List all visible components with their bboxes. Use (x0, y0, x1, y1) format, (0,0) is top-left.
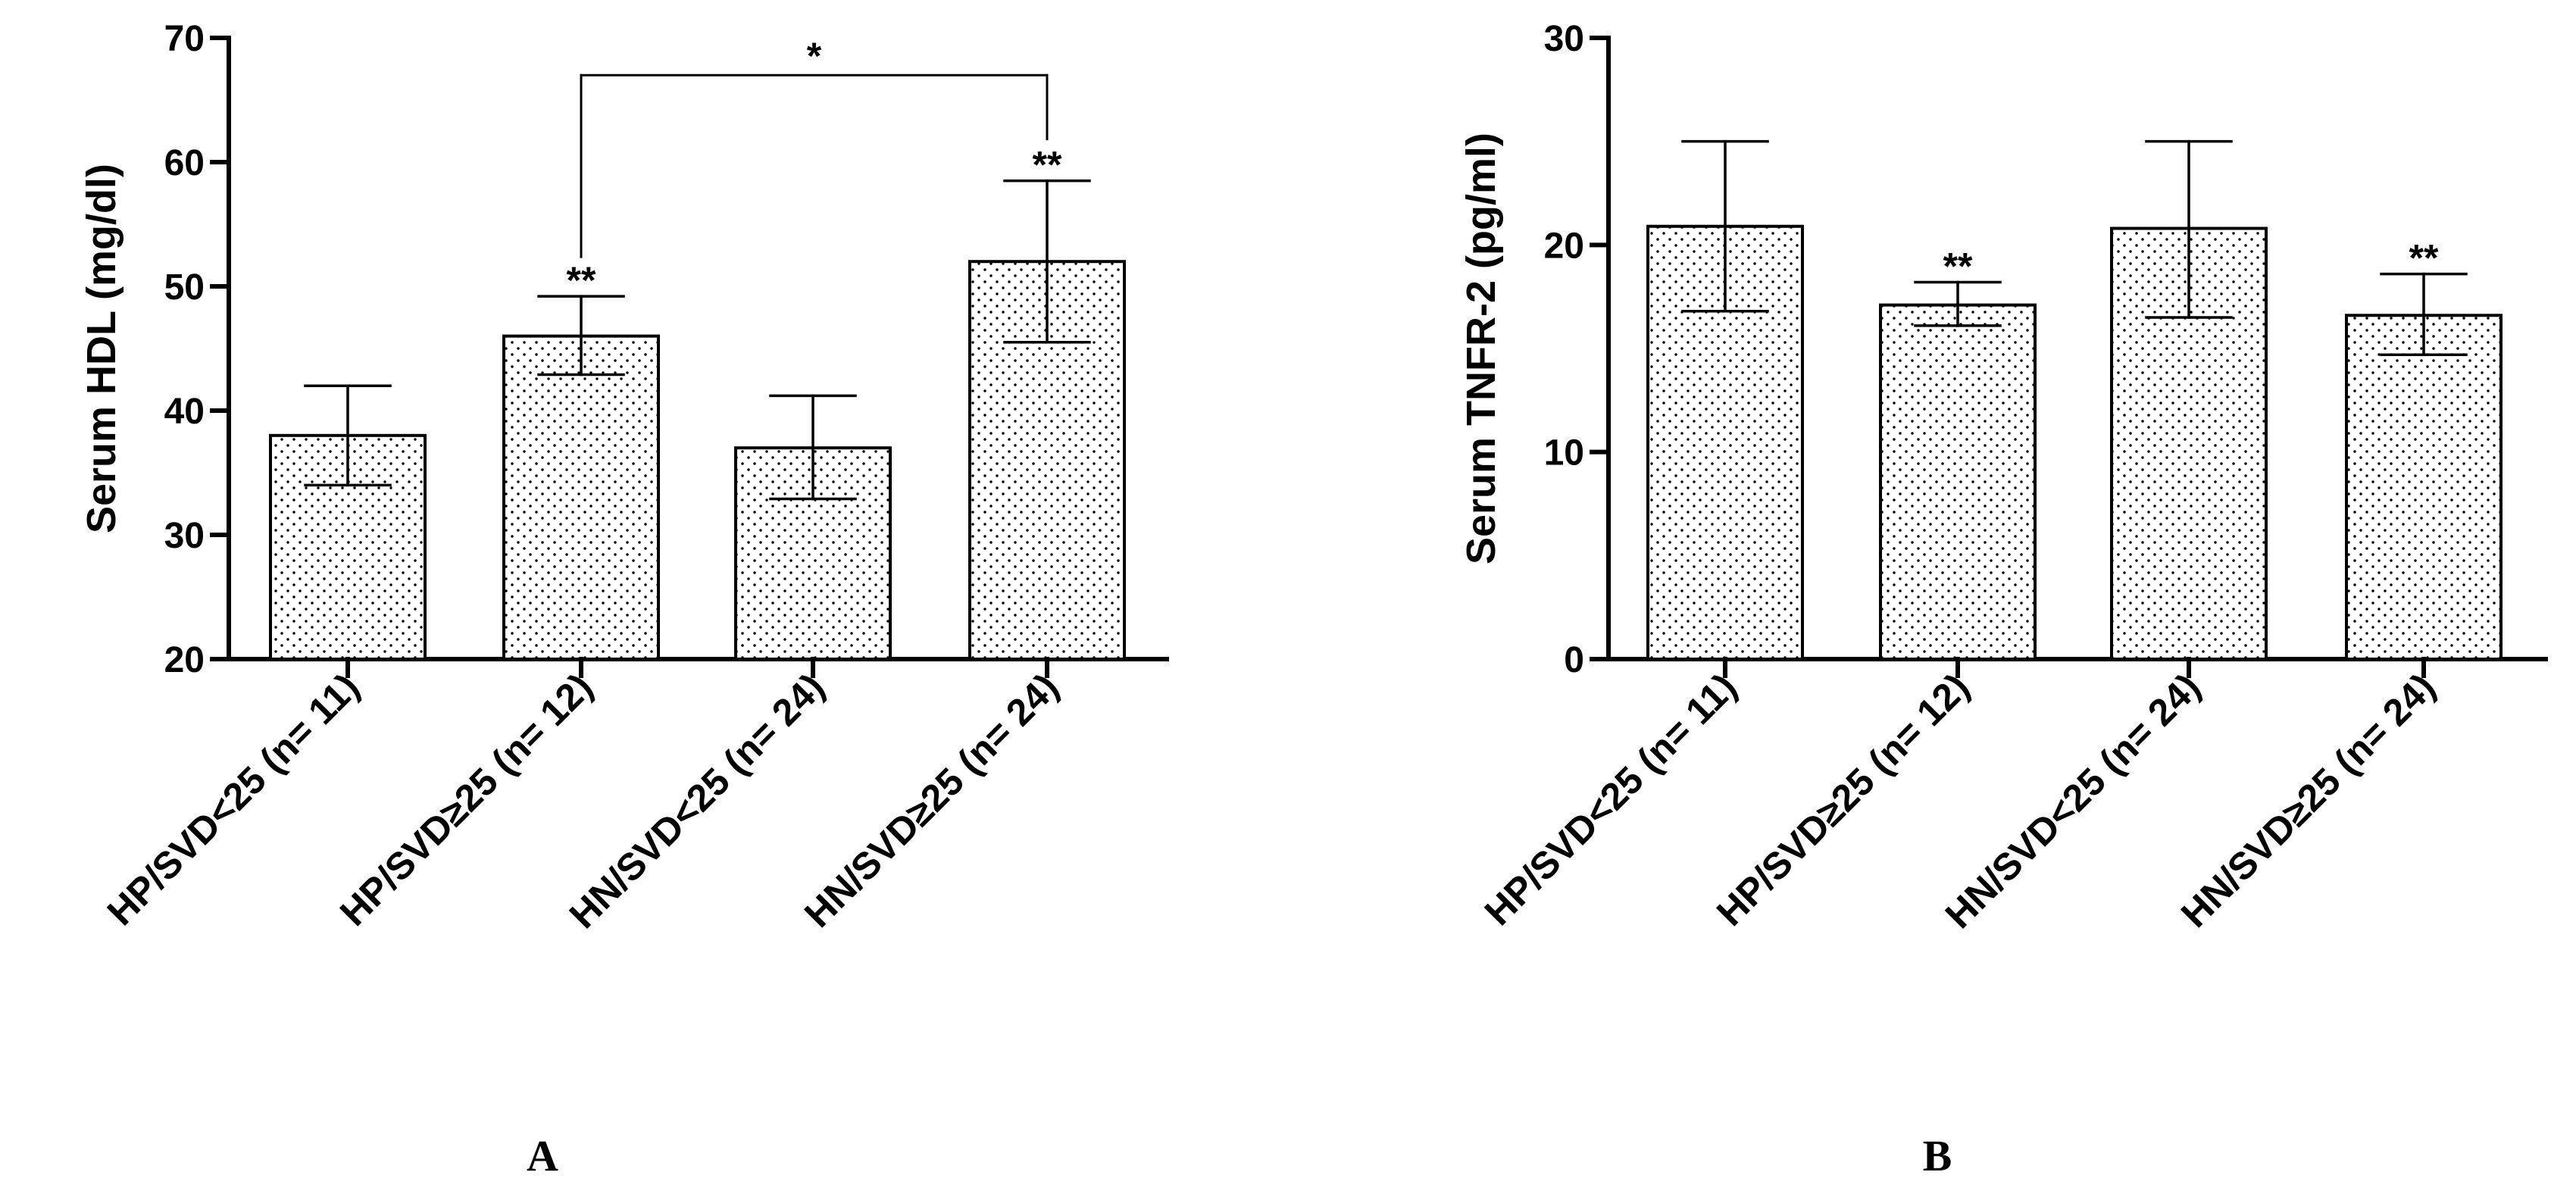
y-tick-label: 0 (1564, 640, 1584, 680)
x-tick-label: HP/SVD<25 (n= 11) (99, 665, 367, 933)
bar (2345, 314, 2503, 661)
panel-label: B (1923, 1131, 1952, 1180)
chart-panel-b: 0 10 20 30 Serum TNFR-2 (pg/ml) HP/SVD<25 (n=… (1458, 19, 2548, 1180)
significance-label: ** (567, 259, 596, 302)
significance-label: ** (1033, 144, 1062, 186)
x-tick-label: HP/SVD≥25 (n= 12) (332, 665, 601, 934)
y-tick-label: 30 (164, 516, 205, 556)
panel-label: A (527, 1131, 558, 1180)
comparison-label: * (807, 35, 822, 77)
x-tick-label: HP/SVD<25 (n= 11) (1477, 665, 1745, 933)
significance-label: ** (2409, 237, 2439, 280)
x-tick-label: HN/SVD≥25 (n= 24) (796, 665, 1067, 936)
chart-panel-a: 20 30 40 50 60 70 Serum HDL (mg/dl) HP/SVD<25 (… (79, 19, 1169, 1180)
y-tick-label: 30 (1544, 19, 1584, 59)
y-tick-label: 70 (164, 19, 205, 59)
x-tick-label: HN/SVD≥25 (n= 24) (2173, 665, 2443, 936)
significance-label: ** (1943, 245, 1973, 288)
x-tick-label: HN/SVD<25 (n= 24) (561, 665, 833, 936)
y-tick-label: 10 (1544, 433, 1584, 473)
x-tick-label: HN/SVD<25 (n= 24) (1937, 665, 2209, 936)
y-tick-label: 40 (164, 392, 205, 432)
y-tick-label: 20 (164, 640, 205, 680)
y-tick-label: 20 (1544, 226, 1584, 266)
bar (1879, 303, 2037, 661)
y-axis-title: Serum HDL (mg/dl) (79, 164, 124, 533)
x-tick-label: HP/SVD≥25 (n= 12) (1708, 665, 1977, 934)
y-tick-label: 60 (164, 143, 205, 183)
y-tick-label: 50 (164, 267, 205, 308)
y-axis-title: Serum TNFR-2 (pg/ml) (1458, 133, 1504, 564)
bar (502, 334, 660, 661)
